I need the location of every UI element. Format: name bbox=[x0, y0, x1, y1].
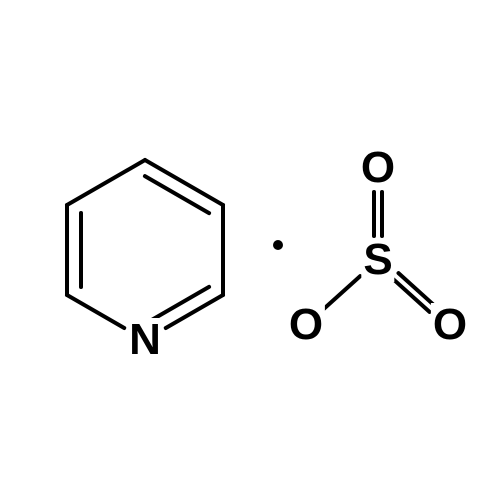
bonds-layer bbox=[0, 0, 500, 500]
molecule-diagram: NOOOS bbox=[0, 0, 500, 500]
atom-o: O bbox=[287, 303, 325, 347]
atom-o: O bbox=[359, 146, 397, 190]
atom-s: S bbox=[361, 238, 394, 282]
atom-o: O bbox=[431, 303, 469, 347]
complex-dot bbox=[273, 240, 283, 250]
atom-n: N bbox=[127, 318, 163, 362]
